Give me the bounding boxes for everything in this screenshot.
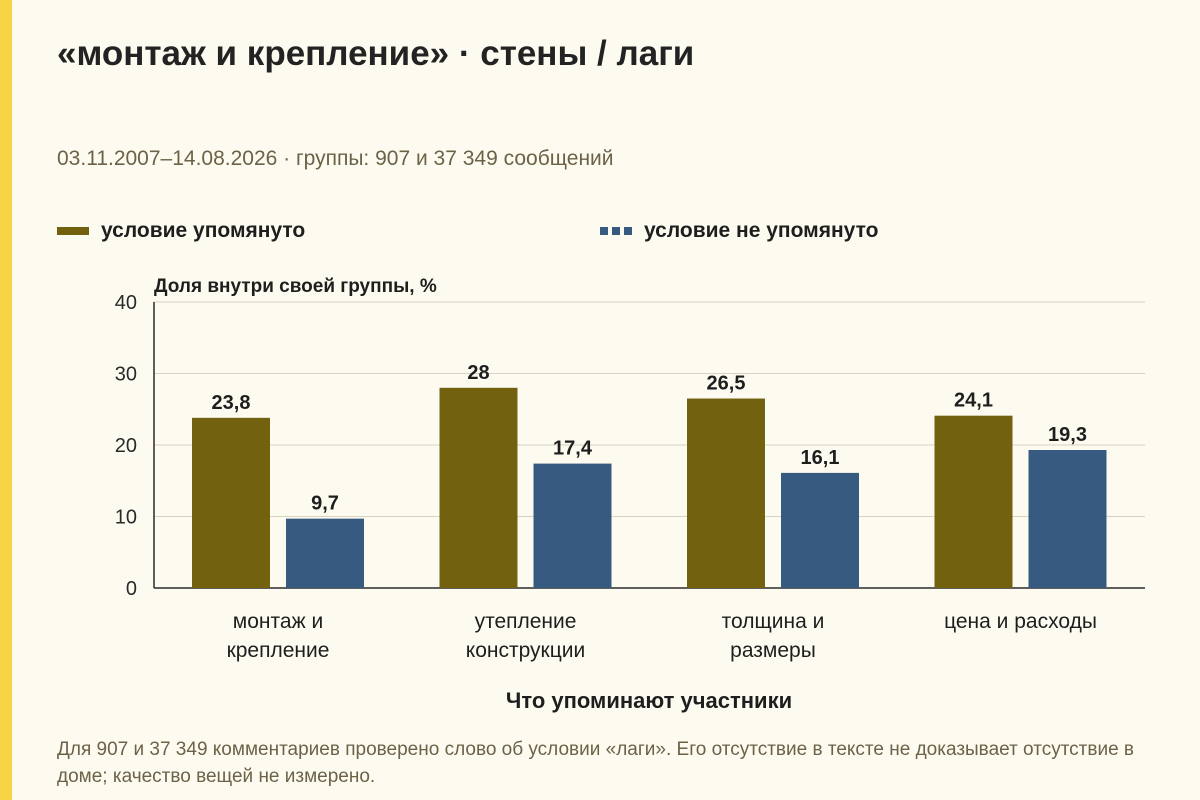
y-tick-label: 0 xyxy=(126,578,137,600)
data-label-series1-cat3: 26,5 xyxy=(707,373,746,395)
x-tick-label-cat1: крепление xyxy=(227,639,330,662)
x-tick-label-cat2: конструкции xyxy=(466,639,585,662)
legend-swatch-not-mentioned xyxy=(600,227,632,235)
y-tick-label: 30 xyxy=(115,364,137,386)
x-tick-label-cat2: утепление xyxy=(475,610,577,633)
bar-series2-cat3 xyxy=(781,472,859,588)
x-tick-label-cat4: цена и расходы xyxy=(944,610,1097,633)
x-axis-title: Что упоминают участники xyxy=(506,688,792,713)
bar-series2-cat2 xyxy=(533,463,612,588)
legend-label-not-mentioned: условие не упомянуто xyxy=(644,219,879,242)
bar-series2-cat4 xyxy=(1028,450,1107,588)
data-label-series1-cat4: 24,1 xyxy=(954,390,993,412)
data-label-series2-cat2: 17,4 xyxy=(553,438,593,460)
y-tick-label: 10 xyxy=(115,507,137,529)
data-label-series2-cat3: 16,1 xyxy=(801,447,840,469)
y-tick-label: 20 xyxy=(115,435,137,457)
legend-swatch-mentioned xyxy=(57,227,89,235)
y-axis-title: Доля внутри своей группы, % xyxy=(154,276,437,297)
x-tick-label-cat1: монтаж и xyxy=(233,610,323,633)
accent-strip xyxy=(0,0,12,800)
bar-series1-cat2 xyxy=(439,387,518,588)
page-title: «монтаж и крепление» · стены / лаги xyxy=(57,34,695,73)
bar-series1-cat4 xyxy=(934,415,1013,588)
data-label-series2-cat1: 9,7 xyxy=(311,493,339,515)
footnote: Для 907 и 37 349 комментариев проверено … xyxy=(57,739,1135,787)
page-subtitle: 03.11.2007–14.08.2026 · группы: 907 и 37… xyxy=(57,147,614,170)
x-tick-label-cat3: толщина и xyxy=(722,610,825,633)
bar-series1-cat1 xyxy=(192,417,270,588)
y-tick-label: 40 xyxy=(115,292,137,314)
bar-series2-cat1 xyxy=(286,518,364,588)
data-label-series1-cat2: 28 xyxy=(467,362,489,384)
bar-series1-cat3 xyxy=(687,398,765,588)
data-label-series1-cat1: 23,8 xyxy=(212,392,251,414)
legend-label-mentioned: условие упомянуто xyxy=(101,219,306,242)
legend-item-not-mentioned: условие не упомянуто xyxy=(600,219,878,243)
legend-item-mentioned: условие упомянуто xyxy=(57,219,305,243)
x-tick-label-cat3: размеры xyxy=(730,639,816,662)
data-label-series2-cat4: 19,3 xyxy=(1048,424,1087,446)
